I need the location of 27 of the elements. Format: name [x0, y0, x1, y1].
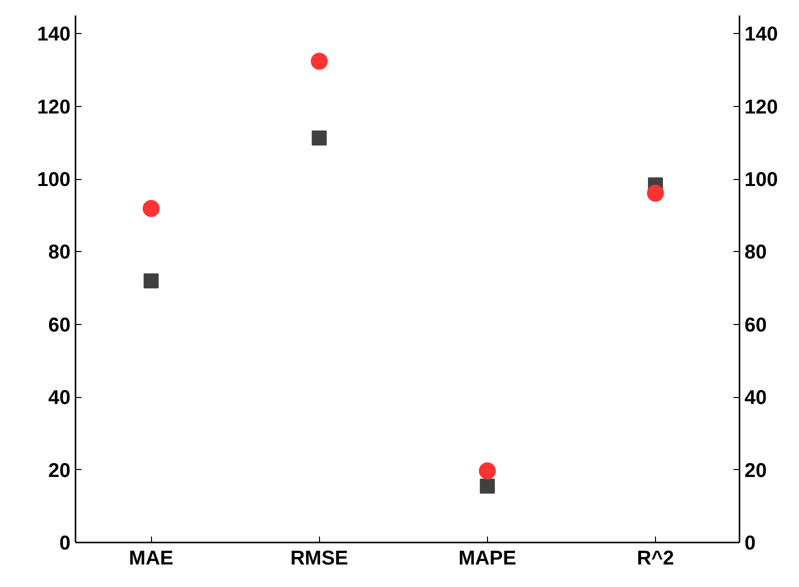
point — [142, 200, 160, 217]
point — [144, 273, 159, 288]
point — [480, 478, 495, 494]
y2-tick-label: 140 — [744, 24, 778, 46]
y-tick-label: 60 — [48, 314, 71, 336]
y-tick-label: 100 — [37, 169, 71, 192]
y-tick-label: 80 — [48, 242, 71, 264]
y-tick-label: 140 — [37, 24, 71, 46]
point — [312, 130, 327, 146]
y-tick-label: 40 — [48, 387, 71, 410]
y-tick-label: 0 — [59, 532, 70, 554]
y2-tick-label: 80 — [744, 242, 767, 264]
point — [310, 52, 328, 70]
x-tick-label: R^2 — [636, 548, 674, 570]
x-tick-label: MAE — [128, 548, 174, 570]
y2-tick-label: 120 — [744, 96, 778, 118]
point — [646, 184, 664, 202]
x-tick-label: MAPE — [458, 548, 516, 570]
point — [478, 462, 496, 480]
y-tick-label: 20 — [48, 460, 71, 482]
y2-tick-label: 20 — [744, 460, 767, 482]
y2-tick-label: 40 — [744, 387, 767, 410]
y2-tick-label: 100 — [744, 169, 778, 192]
y-tick-label: 120 — [37, 96, 71, 118]
y2-tick-label: 60 — [744, 314, 767, 336]
x-tick-label: RMSE — [290, 548, 348, 570]
y2-tick-label: 0 — [744, 532, 756, 554]
